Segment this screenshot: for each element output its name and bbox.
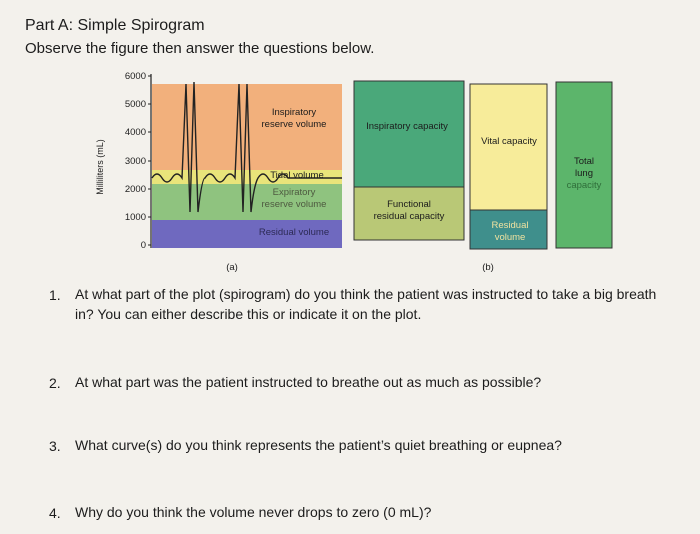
spirogram-trace bbox=[151, 81, 342, 213]
label-irv-line2: reserve volume bbox=[262, 119, 327, 130]
label-frc-line2: residual capacity bbox=[374, 211, 445, 222]
label-tlc-line2: lung bbox=[575, 168, 593, 179]
question-2-number: 2. bbox=[49, 375, 61, 391]
page-title: Part A: Simple Spirogram bbox=[25, 17, 205, 34]
label-frc-line1: Functional bbox=[387, 199, 431, 210]
question-1-line1: At what part of the plot (spirogram) do … bbox=[75, 286, 657, 302]
zone-erv bbox=[152, 184, 342, 220]
question-4-line1: Why do you think the volume never drops … bbox=[75, 504, 432, 520]
bar-functional-residual-capacity bbox=[353, 186, 465, 241]
panel-b-label: (b) bbox=[482, 262, 494, 273]
bar-inspiratory-capacity bbox=[353, 80, 465, 188]
zone-tidal bbox=[152, 170, 342, 184]
label-residual-volume: Residual volume bbox=[259, 227, 329, 238]
bar-total-lung-capacity bbox=[555, 81, 613, 249]
y-tick-3000: 3000 bbox=[125, 156, 146, 167]
y-tick-1000: 1000 bbox=[125, 212, 146, 223]
bar-residual-volume bbox=[469, 209, 548, 250]
page-subtitle: Observe the figure then answer the quest… bbox=[25, 40, 375, 57]
y-tick-4000: 4000 bbox=[125, 127, 146, 138]
question-3-line1: What curve(s) do you think represents th… bbox=[75, 437, 562, 453]
y-tick-5000: 5000 bbox=[125, 99, 146, 110]
label-residual-volume-b-line1: Residual bbox=[492, 220, 529, 231]
y-tick-0: 0 bbox=[141, 240, 146, 251]
label-tlc-line3: capacity bbox=[567, 180, 602, 191]
y-tick-2000: 2000 bbox=[125, 184, 146, 195]
question-3-number: 3. bbox=[49, 438, 61, 454]
bar-vital-capacity bbox=[469, 83, 548, 211]
label-vital-capacity: Vital capacity bbox=[481, 136, 537, 147]
y-axis-label: Milliliters (mL) bbox=[95, 139, 105, 195]
label-inspiratory-capacity: Inspiratory capacity bbox=[366, 121, 448, 132]
label-tidal-volume: Tidal volume bbox=[270, 170, 324, 181]
label-tlc-line1: Total bbox=[574, 156, 594, 167]
label-residual-volume-b-line2: volume bbox=[495, 232, 526, 243]
question-1-number: 1. bbox=[49, 287, 61, 303]
question-4-number: 4. bbox=[49, 505, 61, 521]
label-irv-line1: Inspiratory bbox=[272, 107, 317, 118]
label-erv-line1: Expiratory bbox=[273, 187, 316, 198]
label-erv-line2: reserve volume bbox=[262, 199, 327, 210]
spirogram-figure: 6000 5000 4000 3000 2000 1000 0 Millilit… bbox=[95, 71, 613, 273]
panel-a-label: (a) bbox=[226, 262, 238, 273]
question-2-line1: At what part was the patient instructed … bbox=[75, 374, 542, 390]
question-1-line2: in? You can either describe this or indi… bbox=[75, 306, 422, 322]
zone-residual bbox=[152, 220, 342, 248]
y-tick-6000: 6000 bbox=[125, 71, 146, 82]
